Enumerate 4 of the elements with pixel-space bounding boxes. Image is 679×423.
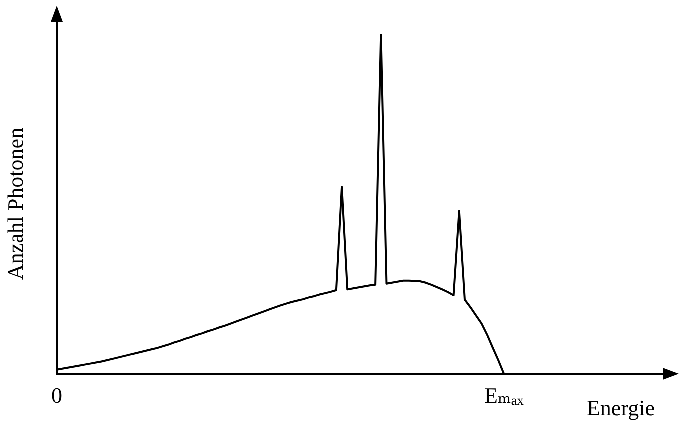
- x-tick-label: 0: [52, 382, 62, 408]
- x-tick-label: Eₘₐₓ: [484, 382, 524, 408]
- y-axis-title: Anzahl Photonen: [2, 128, 28, 280]
- x-axis-title: Energie: [586, 396, 655, 421]
